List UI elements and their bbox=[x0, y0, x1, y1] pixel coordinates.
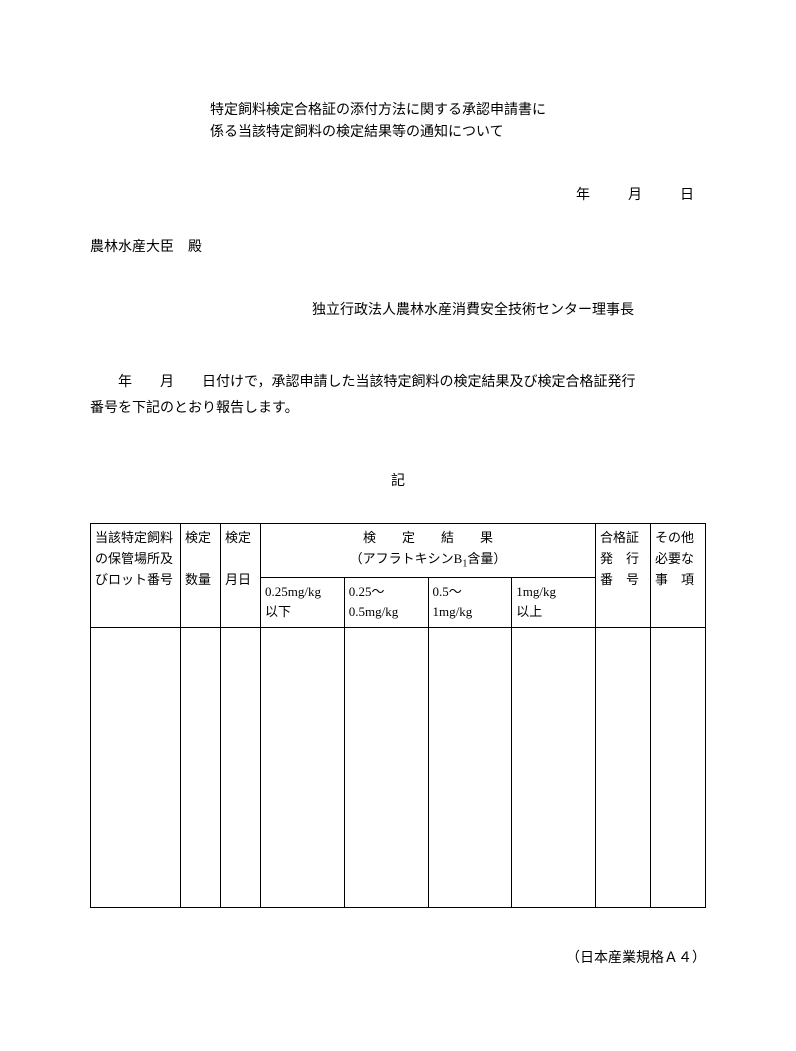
cell-quantity bbox=[181, 628, 221, 908]
th-range1-l2: 以下 bbox=[265, 604, 291, 619]
th-quantity-l1: 検定 bbox=[185, 530, 211, 545]
th-result-sub-prefix: （アフラトキシンB bbox=[350, 551, 463, 566]
th-range2-l1: 0.25～ bbox=[349, 584, 385, 599]
title-line-1: 特定飼料検定合格証の添付方法に関する承認申請書に bbox=[210, 100, 706, 122]
th-other-l3: 事 項 bbox=[655, 572, 694, 587]
from-line: 独立行政法人農林水産消費安全技術センター理事長 bbox=[240, 300, 706, 322]
th-cert-l2: 発 行 bbox=[600, 551, 639, 566]
th-date: 検定 月日 bbox=[221, 524, 261, 628]
cell-range-3 bbox=[428, 628, 512, 908]
th-range-4: 1mg/kg 以上 bbox=[512, 577, 596, 628]
th-quantity-l2: 数量 bbox=[185, 572, 211, 587]
th-quantity: 検定 数量 bbox=[181, 524, 221, 628]
cell-cert-no bbox=[596, 628, 651, 908]
results-table: 当該特定飼料 の保管場所及 びロット番号 検定 数量 検定 月日 検 定 結 果… bbox=[90, 523, 706, 908]
th-other-l2: 必要な bbox=[655, 551, 694, 566]
document-title: 特定飼料検定合格証の添付方法に関する承認申請書に 係る当該特定飼料の検定結果等の… bbox=[210, 100, 706, 145]
th-location: 当該特定飼料 の保管場所及 びロット番号 bbox=[91, 524, 181, 628]
body-line-1: 年 月 日付けで，承認申請した当該特定飼料の検定結果及び検定合格証発行 bbox=[90, 372, 706, 394]
th-range-1: 0.25mg/kg 以下 bbox=[261, 577, 345, 628]
th-date-l1: 検定 bbox=[225, 530, 251, 545]
addressee: 農林水産大臣 殿 bbox=[90, 237, 706, 259]
th-location-l1: 当該特定飼料 bbox=[95, 530, 173, 545]
date-line: 年 月 日 bbox=[90, 185, 706, 207]
title-line-2: 係る当該特定飼料の検定結果等の通知について bbox=[210, 122, 706, 144]
th-range3-l1: 0.5～ bbox=[433, 584, 462, 599]
th-result-title: 検 定 結 果 bbox=[363, 530, 493, 545]
footer-note: （日本産業規格Ａ４） bbox=[90, 948, 706, 970]
th-result-group: 検 定 結 果 （アフラトキシンB1含量） bbox=[261, 524, 596, 577]
th-range-3: 0.5～ 1mg/kg bbox=[428, 577, 512, 628]
cell-range-2 bbox=[344, 628, 428, 908]
ki-marker: 記 bbox=[90, 471, 706, 493]
th-range3-l2: 1mg/kg bbox=[433, 604, 473, 619]
th-cert-l1: 合格証 bbox=[600, 530, 639, 545]
th-result-sub-suffix: 含量） bbox=[467, 551, 506, 566]
cell-range-4 bbox=[512, 628, 596, 908]
cell-other bbox=[651, 628, 706, 908]
table-data-row bbox=[91, 628, 706, 908]
cell-date bbox=[221, 628, 261, 908]
cell-location bbox=[91, 628, 181, 908]
th-location-l3: びロット番号 bbox=[95, 572, 173, 587]
cell-range-1 bbox=[261, 628, 345, 908]
th-range-2: 0.25～ 0.5mg/kg bbox=[344, 577, 428, 628]
th-cert-no: 合格証 発 行 番 号 bbox=[596, 524, 651, 628]
th-other: その他 必要な 事 項 bbox=[651, 524, 706, 628]
th-cert-l3: 番 号 bbox=[600, 572, 639, 587]
th-range4-l2: 以上 bbox=[516, 604, 542, 619]
body-line-2: 番号を下記のとおり報告します。 bbox=[90, 398, 706, 420]
table-header-row-1: 当該特定飼料 の保管場所及 びロット番号 検定 数量 検定 月日 検 定 結 果… bbox=[91, 524, 706, 577]
th-date-l2: 月日 bbox=[225, 572, 251, 587]
th-range1-l1: 0.25mg/kg bbox=[265, 584, 321, 599]
th-location-l2: の保管場所及 bbox=[95, 551, 173, 566]
th-other-l1: その他 bbox=[655, 530, 694, 545]
th-range4-l1: 1mg/kg bbox=[516, 584, 556, 599]
th-range2-l2: 0.5mg/kg bbox=[349, 604, 398, 619]
